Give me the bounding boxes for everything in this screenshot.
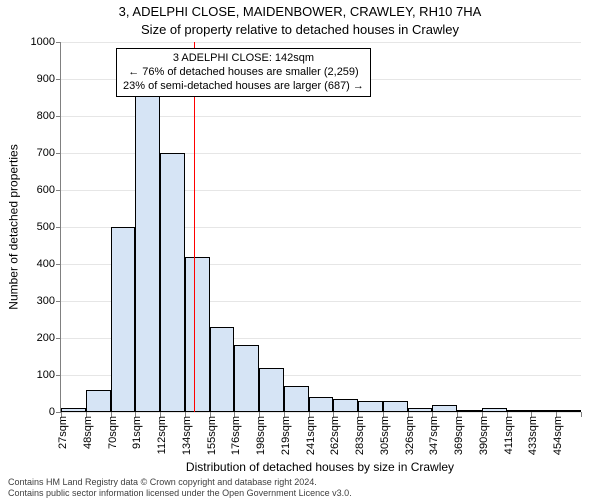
x-tick-label: 48sqm <box>82 416 94 449</box>
y-tick-mark <box>56 338 61 339</box>
histogram-bar <box>333 399 358 412</box>
histogram-bar <box>185 257 210 412</box>
x-tick-label: 176sqm <box>230 416 242 455</box>
y-tick-mark <box>56 227 61 228</box>
y-tick-mark <box>56 264 61 265</box>
histogram-bar <box>531 410 556 412</box>
histogram-bar <box>284 386 309 412</box>
histogram-bar <box>234 345 259 412</box>
y-tick-label: 900 <box>37 73 55 85</box>
annotation-box: 3 ADELPHI CLOSE: 142sqm← 76% of detached… <box>116 48 371 97</box>
x-tick-label: 326sqm <box>404 416 416 455</box>
x-tick-label: 27sqm <box>57 416 69 449</box>
x-tick-label: 283sqm <box>354 416 366 455</box>
histogram-bar <box>309 397 334 412</box>
footer-line2: Contains public sector information licen… <box>8 488 352 498</box>
footer-attribution: Contains HM Land Registry data © Crown c… <box>8 477 352 498</box>
y-tick-label: 400 <box>37 258 55 270</box>
gridline-h <box>61 412 581 413</box>
histogram-bar <box>111 227 136 412</box>
y-tick-label: 0 <box>49 406 55 418</box>
x-tick-label: 241sqm <box>305 416 317 455</box>
y-axis-title: Number of detached properties <box>6 42 22 412</box>
x-tick-label: 305sqm <box>379 416 391 455</box>
chart-title-line2: Size of property relative to detached ho… <box>0 22 600 37</box>
x-tick-label: 411sqm <box>503 416 515 454</box>
histogram-bar <box>432 405 457 412</box>
x-tick-label: 112sqm <box>156 416 168 454</box>
y-tick-label: 800 <box>37 110 55 122</box>
x-tick-label: 262sqm <box>329 416 341 455</box>
plot-area: 3 ADELPHI CLOSE: 142sqm← 76% of detached… <box>60 42 581 413</box>
histogram-bar <box>556 410 581 412</box>
y-tick-label: 500 <box>37 221 55 233</box>
histogram-bar <box>86 390 111 412</box>
annotation-line: 3 ADELPHI CLOSE: 142sqm <box>123 52 364 66</box>
x-tick-label: 347sqm <box>428 416 440 455</box>
y-tick-label: 200 <box>37 332 55 344</box>
y-tick-label: 600 <box>37 184 55 196</box>
footer-line1: Contains HM Land Registry data © Crown c… <box>8 477 352 487</box>
x-tick-mark <box>581 412 582 417</box>
reference-line <box>194 42 195 412</box>
histogram-bar <box>482 408 507 412</box>
histogram-bar <box>135 94 160 412</box>
x-axis-title: Distribution of detached houses by size … <box>60 460 580 474</box>
x-tick-label: 390sqm <box>478 416 490 455</box>
histogram-bar <box>160 153 185 412</box>
histogram-bar <box>457 410 482 412</box>
histogram-bar <box>259 368 284 412</box>
y-tick-label: 300 <box>37 295 55 307</box>
histogram-bar <box>383 401 408 412</box>
x-tick-label: 198sqm <box>255 416 267 455</box>
y-tick-mark <box>56 190 61 191</box>
histogram-bar <box>61 408 86 412</box>
histogram-bar <box>210 327 235 412</box>
chart-title-line1: 3, ADELPHI CLOSE, MAIDENBOWER, CRAWLEY, … <box>0 4 600 19</box>
y-tick-mark <box>56 375 61 376</box>
x-tick-label: 369sqm <box>453 416 465 455</box>
gridline-h <box>61 42 581 43</box>
y-tick-mark <box>56 153 61 154</box>
histogram-bar <box>358 401 383 412</box>
histogram-bar <box>408 408 433 412</box>
y-tick-label: 1000 <box>31 36 55 48</box>
y-tick-mark <box>56 116 61 117</box>
y-tick-mark <box>56 79 61 80</box>
y-tick-mark <box>56 301 61 302</box>
x-tick-label: 70sqm <box>107 416 119 449</box>
chart-container: { "titles": { "line1": "3, ADELPHI CLOSE… <box>0 0 600 500</box>
annotation-line: ← 76% of detached houses are smaller (2,… <box>123 66 364 80</box>
y-tick-label: 700 <box>37 147 55 159</box>
x-tick-label: 91sqm <box>131 416 143 449</box>
y-tick-label: 100 <box>37 369 55 381</box>
y-tick-mark <box>56 42 61 43</box>
x-tick-label: 454sqm <box>552 416 564 455</box>
x-tick-label: 433sqm <box>527 416 539 455</box>
annotation-line: 23% of semi-detached houses are larger (… <box>123 80 364 94</box>
x-tick-label: 219sqm <box>280 416 292 455</box>
histogram-bar <box>507 410 532 412</box>
x-tick-label: 134sqm <box>181 416 193 455</box>
x-tick-label: 155sqm <box>206 416 218 455</box>
